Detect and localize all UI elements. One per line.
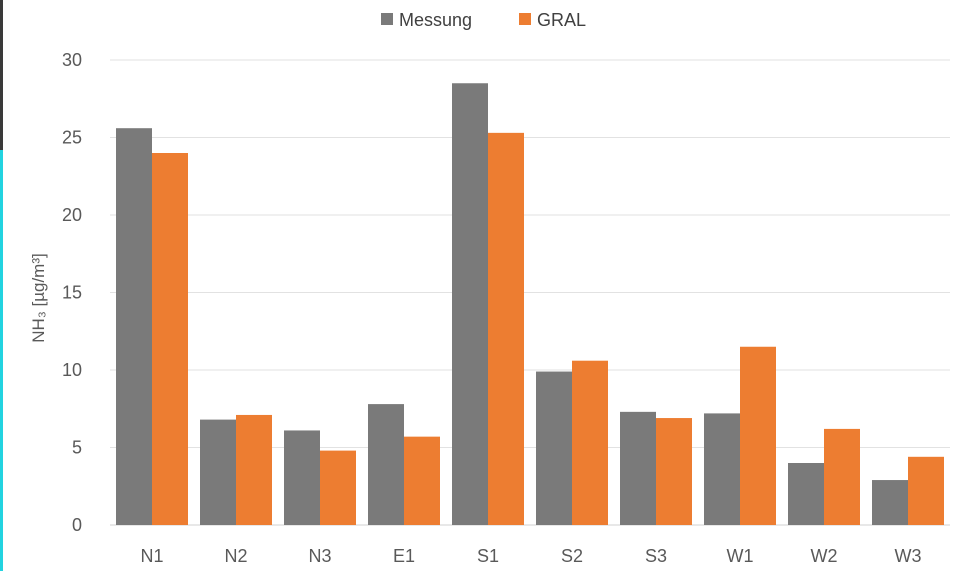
- x-tick-label: W2: [811, 546, 838, 566]
- x-tick-label: W1: [727, 546, 754, 566]
- x-tick-label: S3: [645, 546, 667, 566]
- bar-gral-n3: [320, 450, 356, 525]
- y-tick-label: 30: [62, 50, 82, 70]
- bar-messung-w1: [704, 413, 740, 525]
- gridlines: [110, 59, 950, 526]
- bar-messung-e1: [368, 404, 404, 525]
- bar-messung-w3: [872, 480, 908, 525]
- bar-messung-s2: [536, 371, 572, 525]
- bar-gral-s3: [656, 418, 692, 525]
- bar-gral-e1: [404, 436, 440, 525]
- left-edge-cyan-strip: [0, 150, 3, 571]
- bar-gral-w3: [908, 456, 944, 525]
- x-tick-label: S1: [477, 546, 499, 566]
- y-axis-label: NH₃ [µg/m³]: [29, 253, 48, 342]
- left-edge-dark-strip: [0, 0, 3, 150]
- x-tick-label: E1: [393, 546, 415, 566]
- bar-gral-s2: [572, 360, 608, 525]
- bar-series: [116, 83, 944, 525]
- bar-gral-s1: [488, 132, 524, 525]
- legend-label-gral: GRAL: [537, 10, 586, 30]
- bar-gral-n1: [152, 153, 188, 525]
- bar-messung-n1: [116, 128, 152, 525]
- bar-gral-n2: [236, 414, 272, 525]
- x-tick-label: S2: [561, 546, 583, 566]
- legend: Messung GRAL: [381, 10, 586, 30]
- y-tick-label: 20: [62, 205, 82, 225]
- x-tick-label: N1: [140, 546, 163, 566]
- x-axis-ticks: N1 N2 N3 E1 S1 S2 S3 W1 W2 W3: [140, 546, 921, 566]
- y-axis-ticks: 0 5 10 15 20 25 30: [62, 50, 82, 535]
- legend-label-messung: Messung: [399, 10, 472, 30]
- bar-gral-w1: [740, 346, 776, 525]
- legend-swatch-gral: [519, 13, 531, 25]
- bar-messung-s3: [620, 411, 656, 525]
- bar-gral-w2: [824, 428, 860, 525]
- y-tick-label: 15: [62, 283, 82, 303]
- x-tick-label: W3: [895, 546, 922, 566]
- bar-messung-n3: [284, 430, 320, 525]
- y-tick-label: 0: [72, 515, 82, 535]
- bar-messung-s1: [452, 83, 488, 525]
- y-tick-label: 25: [62, 128, 82, 148]
- bar-messung-n2: [200, 419, 236, 525]
- y-tick-label: 5: [72, 438, 82, 458]
- legend-swatch-messung: [381, 13, 393, 25]
- x-tick-label: N2: [224, 546, 247, 566]
- x-tick-label: N3: [308, 546, 331, 566]
- bar-messung-w2: [788, 463, 824, 525]
- y-tick-label: 10: [62, 360, 82, 380]
